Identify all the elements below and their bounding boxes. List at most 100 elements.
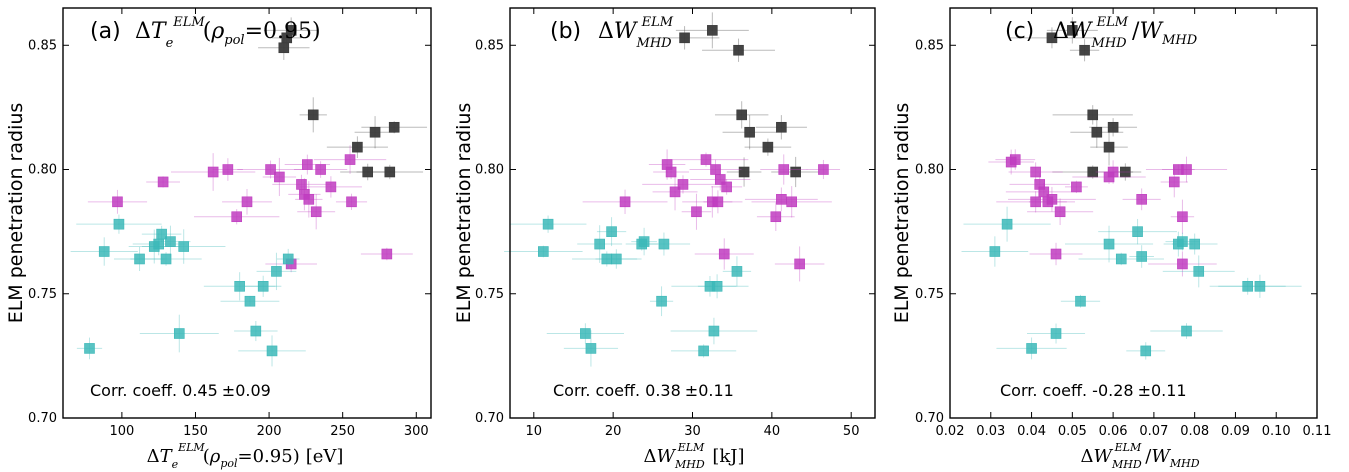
y-ticks-a: 0.70 0.75 0.80 0.85: [28, 38, 431, 426]
point-magenta-b-5: [691, 206, 702, 218]
point-cyan-a-15: [266, 345, 278, 357]
point-cyan-a-11: [234, 281, 245, 292]
point-magenta-c-7: [1046, 194, 1058, 205]
point-magenta-a-16: [344, 154, 356, 165]
point-magenta-c-14: [1168, 176, 1180, 188]
point-magenta-b-18: [818, 164, 829, 175]
point-dark-b-5: [762, 141, 774, 153]
point-magenta-b-6: [700, 154, 712, 165]
panel-b: 10 20 30 40 50 0.70 0.75 0.80 0.85 (b) ΔWMHDELM…: [453, 7, 876, 471]
point-magenta-b-8: [710, 164, 721, 175]
point-cyan-c-15: [1242, 281, 1253, 292]
point-magenta-c-9: [1054, 206, 1066, 218]
point-magenta-c-4: [1030, 196, 1041, 208]
point-cyan-c-0: [989, 246, 1001, 257]
x-tick-label-a-3: 250: [330, 424, 355, 439]
point-cyan-b-1: [542, 218, 554, 230]
y-tick-label-a-2: 0.80: [28, 163, 57, 178]
point-cyan-c-16: [1254, 281, 1266, 292]
x-tick-label-c-7: 0.09: [1221, 424, 1250, 439]
point-magenta-a-14: [315, 164, 326, 175]
point-magenta-c-17: [1177, 258, 1188, 270]
corr-coeff-c: Corr. coeff. -0.28 ±0.11: [1000, 381, 1187, 400]
y-axis-label-b: ELM penetration radius: [453, 103, 475, 324]
point-cyan-b-16: [731, 266, 743, 277]
point-dark-b-4: [744, 126, 755, 138]
x-tick-label-a-2: 200: [257, 424, 282, 439]
point-magenta-b-16: [786, 196, 797, 208]
point-cyan-c-13: [1189, 238, 1200, 250]
point-cyan-b-10: [656, 295, 667, 307]
y-tick-label-a-0: 0.70: [28, 411, 57, 426]
point-dark-c-3: [1087, 109, 1099, 121]
point-magenta-c-10: [1071, 181, 1082, 193]
point-dark-a-7: [362, 166, 374, 178]
x-tick-label-c-6: 0.08: [1180, 424, 1209, 439]
point-cyan-b-0: [538, 246, 549, 257]
panel-title-b: ΔWMHDELM: [598, 15, 674, 51]
x-tick-label-b-4: 50: [843, 424, 860, 439]
x-tick-label-c-8: 0.10: [1262, 424, 1291, 439]
point-magenta-b-3: [669, 186, 681, 198]
point-dark-c-1: [1067, 25, 1078, 36]
plot-area-c: [961, 17, 1302, 360]
point-dark-b-0: [679, 32, 690, 44]
point-cyan-c-5: [1103, 238, 1115, 250]
point-dark-b-3: [736, 109, 747, 121]
point-dark-b-7: [738, 166, 750, 178]
point-magenta-a-17: [346, 196, 357, 208]
point-magenta-b-13: [770, 211, 782, 223]
y-axis-label-c: ELM penetration radius: [891, 103, 913, 324]
point-magenta-b-15: [778, 164, 790, 175]
panel-label-a: (a): [90, 19, 121, 44]
point-magenta-b-10: [714, 174, 726, 185]
x-tick-label-c-3: 0.05: [1058, 424, 1087, 439]
x-axis-label-a: ΔTeELM(ρpol=0.95) [eV]: [147, 441, 344, 471]
y-tick-label-b-3: 0.85: [475, 38, 504, 53]
point-magenta-c-16: [1177, 211, 1188, 223]
point-cyan-c-9: [1140, 345, 1152, 357]
point-dark-a-5: [369, 126, 381, 138]
axes-frame-a: [62, 7, 432, 419]
point-cyan-b-3: [585, 343, 597, 354]
point-magenta-c-2: [1030, 166, 1041, 178]
point-cyan-c-3: [1050, 328, 1062, 339]
series-cyan-b: [504, 215, 758, 367]
point-magenta-c-18: [1181, 164, 1192, 175]
x-tick-label-b-0: 10: [526, 424, 543, 439]
point-cyan-b-2: [580, 328, 591, 339]
point-dark-c-6: [1103, 141, 1115, 153]
point-dark-a-8: [384, 166, 396, 178]
point-dark-b-6: [776, 121, 787, 133]
point-cyan-c-2: [1026, 343, 1037, 354]
point-magenta-b-0: [619, 196, 631, 208]
point-cyan-a-10: [178, 241, 190, 252]
point-cyan-b-12: [698, 345, 709, 357]
point-dark-c-7: [1087, 166, 1099, 178]
point-magenta-c-8: [1050, 248, 1062, 260]
point-magenta-b-9: [712, 196, 724, 208]
y-tick-label-a-3: 0.85: [28, 38, 57, 53]
series-dark-b: [649, 12, 821, 188]
point-dark-a-6: [388, 121, 400, 133]
point-cyan-b-4: [594, 238, 605, 250]
point-magenta-a-5: [241, 196, 253, 208]
panel-label-c: (c): [1005, 19, 1034, 44]
panel-title-a: ΔTeELM(ρpol=0.95): [135, 15, 321, 51]
series-dark-c: [1009, 17, 1142, 181]
series-cyan-a: [70, 214, 306, 367]
point-cyan-b-6: [606, 226, 617, 237]
panel-title-c: ΔWMHDELM/WMHD: [1053, 15, 1198, 51]
x-tick-label-c-4: 0.06: [1099, 424, 1128, 439]
point-cyan-a-8: [165, 236, 176, 247]
point-dark-a-3: [307, 109, 319, 121]
y-tick-label-b-2: 0.80: [475, 163, 504, 178]
y-tick-label-b-0: 0.70: [475, 411, 504, 426]
point-cyan-a-6: [156, 228, 167, 240]
point-cyan-a-16: [271, 266, 282, 277]
y-tick-label-a-1: 0.75: [28, 287, 57, 302]
point-magenta-a-4: [231, 211, 242, 223]
panel-c: 0.02 0.03 0.04 0.05 0.06 0.07 0.08 0.09 0.10 0.11…: [891, 7, 1331, 471]
x-axis-label-c: ΔWMHDELM/WMHD: [1080, 441, 1199, 471]
point-dark-b-1: [707, 25, 718, 36]
